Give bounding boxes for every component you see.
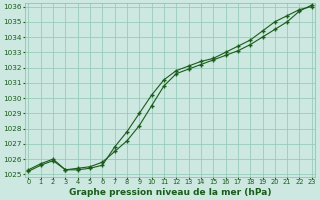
X-axis label: Graphe pression niveau de la mer (hPa): Graphe pression niveau de la mer (hPa) — [69, 188, 271, 197]
